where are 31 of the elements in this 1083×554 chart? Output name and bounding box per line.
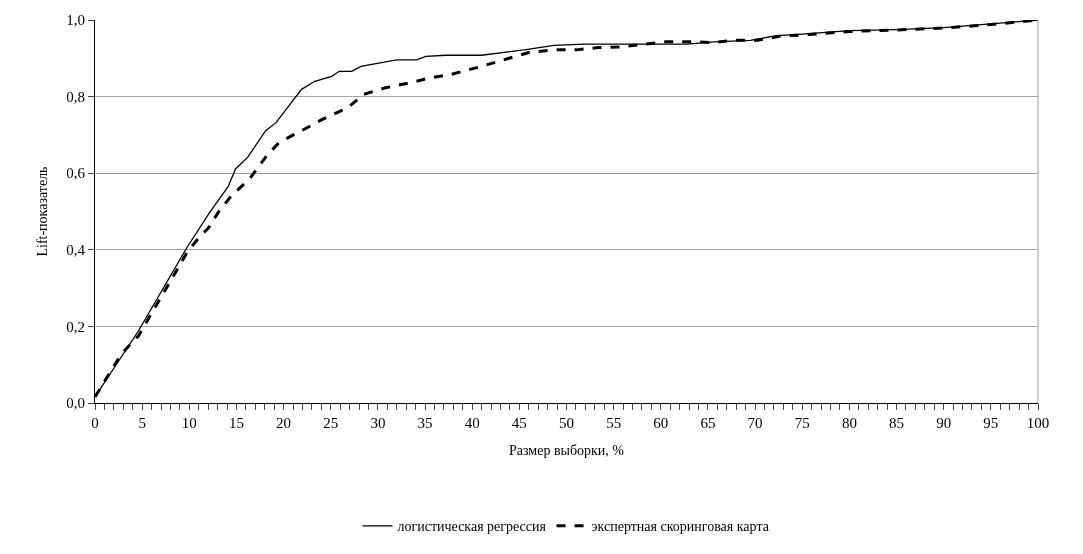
x-tick-label: 40 [464, 415, 480, 431]
x-tick-label: 50 [559, 415, 574, 431]
x-tick-label: 80 [841, 415, 857, 431]
x-tick-label: 5 [138, 415, 146, 431]
x-tick-label: 25 [323, 415, 339, 431]
y-tick-label: 0,2 [66, 318, 85, 335]
legend-label: экспертная скоринговая карта [591, 519, 770, 535]
x-tick-label: 85 [889, 415, 905, 431]
x-tick-label: 90 [936, 415, 952, 431]
x-axis-title: Размер выборки, % [508, 443, 625, 459]
y-tick-label: 0,0 [66, 395, 85, 412]
x-tick-label: 65 [700, 415, 716, 431]
x-tick-label: 20 [276, 415, 292, 431]
y-tick-label: 0,8 [66, 88, 85, 105]
y-tick-label: 0,6 [66, 165, 86, 182]
x-tick-label: 15 [228, 415, 244, 431]
x-tick-label: 95 [983, 415, 999, 431]
x-tick-label: 70 [747, 415, 763, 431]
x-tick-label: 45 [511, 415, 527, 431]
x-tick-label: 55 [606, 415, 622, 431]
y-axis-title: Lift-показатель [34, 166, 50, 257]
x-tick-label: 35 [417, 415, 433, 431]
y-tick-label: 0,4 [66, 242, 86, 259]
x-tick-label: 30 [370, 415, 386, 431]
legend-label: логистическая регрессия [397, 519, 547, 535]
x-tick-label: 60 [653, 415, 669, 431]
x-tick-label: 75 [794, 415, 810, 431]
x-tick-label: 0 [91, 415, 99, 431]
x-tick-label: 10 [181, 415, 197, 431]
x-tick-label: 100 [1026, 415, 1050, 431]
y-tick-label: 1,0 [66, 12, 85, 29]
